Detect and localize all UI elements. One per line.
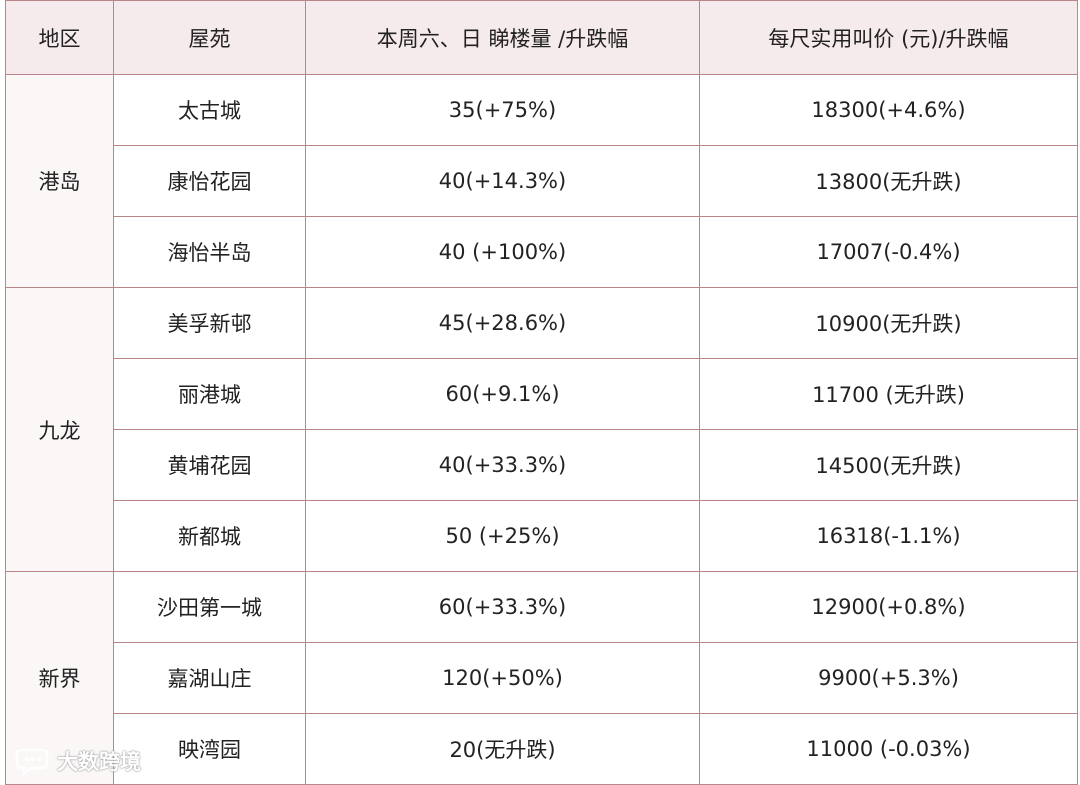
table-row: 丽港城 60(+9.1%) 11700 (无升跌) (6, 358, 1078, 430)
price-cell: 12900(+0.8%) (699, 571, 1078, 643)
chat-bubble-logo-icon (15, 746, 51, 776)
price-cell: 11700 (无升跌) (699, 358, 1078, 430)
table-row: 海怡半岛 40 (+100%) 17007(-0.4%) (6, 216, 1078, 288)
table-row: 嘉湖山庄 120(+50%) 9900(+5.3%) (6, 642, 1078, 714)
table-row: 新都城 50 (+25%) 16318(-1.1%) (6, 500, 1078, 572)
estate-cell: 嘉湖山庄 (113, 642, 306, 714)
viewers-cell: 20(无升跌) (305, 713, 700, 785)
table-row: 九龙 美孚新邨 45(+28.6%) 10900(无升跌) (5, 287, 1078, 572)
viewers-cell: 45(+28.6%) (305, 287, 700, 359)
page: 地区 屋苑 本周六、日 睇楼量 /升跌幅 每尺实用叫价 (元)/升跌幅 港岛 太… (5, 0, 1078, 785)
estate-cell: 沙田第一城 (113, 571, 306, 643)
estate-cell: 太古城 (113, 74, 306, 146)
table-row: 康怡花园 40(+14.3%) 13800(无升跌) (6, 145, 1078, 217)
estate-cell: 美孚新邨 (113, 287, 306, 359)
property-table: 地区 屋苑 本周六、日 睇楼量 /升跌幅 每尺实用叫价 (元)/升跌幅 港岛 太… (5, 0, 1078, 785)
estate-cell: 新都城 (113, 500, 306, 572)
viewers-cell: 60(+33.3%) (305, 571, 700, 643)
viewers-cell: 60(+9.1%) (305, 358, 700, 430)
viewers-cell: 35(+75%) (305, 74, 700, 146)
price-cell: 10900(无升跌) (699, 287, 1078, 359)
price-cell: 18300(+4.6%) (699, 74, 1078, 146)
price-cell: 17007(-0.4%) (699, 216, 1078, 288)
estate-cell: 黄埔花园 (113, 429, 306, 501)
watermark-text: 大数跨境 (57, 750, 141, 774)
table-row: 新界 沙田第一城 60(+33.3%) 12900(+0.8%) (5, 571, 1078, 785)
table-row: 黄埔花园 40(+33.3%) 14500(无升跌) (6, 429, 1078, 501)
header-estate: 屋苑 (113, 0, 306, 75)
table-row: 港岛 太古城 35(+75%) 18300(+4.6%) (5, 74, 1078, 288)
estate-cell: 映湾园 (113, 713, 306, 785)
estate-cell: 丽港城 (113, 358, 306, 430)
viewers-cell: 40(+14.3%) (305, 145, 700, 217)
table-header-row: 地区 屋苑 本周六、日 睇楼量 /升跌幅 每尺实用叫价 (元)/升跌幅 (5, 0, 1078, 75)
table-row: 映湾园 20(无升跌) 11000 (-0.03%) (6, 713, 1078, 785)
header-viewers: 本周六、日 睇楼量 /升跌幅 (305, 0, 700, 75)
price-cell: 13800(无升跌) (699, 145, 1078, 217)
viewers-cell: 40(+33.3%) (305, 429, 700, 501)
header-price: 每尺实用叫价 (元)/升跌幅 (699, 0, 1078, 75)
estate-cell: 康怡花园 (113, 145, 306, 217)
region-cell: 港岛 (5, 74, 114, 288)
price-cell: 14500(无升跌) (699, 429, 1078, 501)
region-cell: 九龙 (5, 287, 114, 572)
viewers-cell: 40 (+100%) (305, 216, 700, 288)
estate-cell: 海怡半岛 (113, 216, 306, 288)
price-cell: 16318(-1.1%) (699, 500, 1078, 572)
price-cell: 11000 (-0.03%) (699, 713, 1078, 785)
price-cell: 9900(+5.3%) (699, 642, 1078, 714)
viewers-cell: 50 (+25%) (305, 500, 700, 572)
watermark: 大数跨境 (15, 744, 141, 778)
viewers-cell: 120(+50%) (305, 642, 700, 714)
header-region: 地区 (5, 0, 114, 75)
